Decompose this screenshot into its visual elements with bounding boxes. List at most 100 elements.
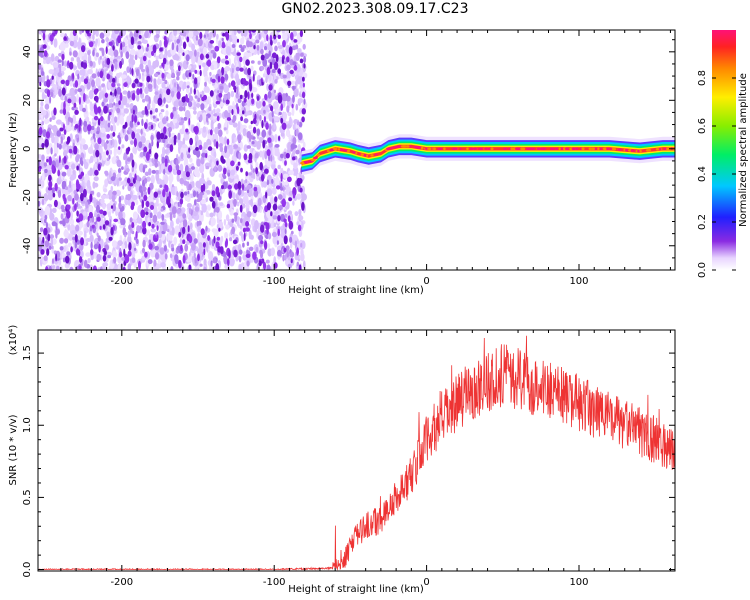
noise-blob-light [136, 93, 140, 102]
noise-blob-dark [144, 122, 148, 130]
noise-blob-mid [236, 86, 239, 95]
noise-blob-light [150, 228, 157, 233]
noise-blob-light [224, 65, 230, 72]
band-texture [439, 147, 443, 151]
noise-blob-mid [144, 171, 150, 176]
band-texture [454, 147, 458, 151]
noise-blob-mid [123, 155, 126, 161]
noise-blob-mid [127, 90, 131, 99]
noise-blob-dark [290, 258, 293, 264]
noise-blob-light [45, 97, 51, 106]
noise-blob-dark [261, 120, 264, 129]
noise-blob-dark [47, 233, 51, 242]
noise-blob-light [270, 247, 275, 256]
noise-blob-mid [235, 66, 240, 72]
band-texture [421, 146, 424, 150]
noise-blob-light [53, 146, 59, 155]
noise-blob-mid [103, 98, 109, 103]
noise-blob-dark [255, 167, 258, 175]
noise-blob-light [232, 134, 235, 144]
noise-blob-mid [64, 186, 69, 190]
noise-blob-mid [61, 171, 67, 177]
noise-blob-mid [83, 124, 88, 133]
noise-blob-dark [63, 129, 67, 135]
snr-xtick-label: 100 [569, 577, 588, 588]
noise-blob-dark [131, 92, 136, 101]
noise-blob-mid [194, 199, 197, 206]
noise-blob-light [153, 205, 158, 216]
noise-blob-mid [63, 238, 69, 244]
noise-blob-light [100, 133, 106, 138]
noise-blob-light [72, 169, 76, 175]
noise-blob-light [245, 111, 250, 116]
noise-blob-dark [46, 89, 51, 98]
noise-blob-mid [245, 178, 248, 184]
noise-blob-dark [228, 249, 231, 259]
noise-blob-dark [136, 88, 141, 96]
noise-blob-dark [283, 235, 288, 245]
noise-blob-mid [41, 198, 45, 206]
noise-blob-light [234, 136, 238, 143]
snr-multiplier: (x10⁴) [8, 325, 19, 356]
noise-blob-mid [142, 166, 146, 174]
noise-blob-dark [168, 191, 172, 200]
noise-blob-mid [51, 245, 54, 250]
noise-blob-dark [293, 65, 298, 71]
noise-blob-light [213, 228, 219, 237]
noise-blob-light [95, 30, 99, 37]
noise-blob-light [200, 198, 207, 205]
noise-blob-dark [188, 72, 192, 77]
noise-blob-dark [108, 41, 113, 46]
noise-blob-dark [287, 215, 291, 223]
noise-blob-mid [107, 113, 111, 122]
noise-blob-mid [77, 88, 83, 93]
noise-blob-mid [96, 204, 100, 213]
noise-blob-light [89, 158, 92, 164]
noise-blob-light [77, 41, 81, 50]
noise-blob-light [220, 235, 224, 243]
noise-blob-mid [183, 106, 186, 112]
noise-blob-light [105, 194, 110, 199]
noise-blob-light [291, 107, 295, 116]
noise-blob-light [262, 181, 268, 188]
noise-blob-mid [49, 117, 52, 122]
noise-blob-mid [115, 103, 120, 107]
noise-blob-light [110, 185, 114, 192]
noise-blob-mid [187, 190, 190, 195]
noise-blob-light [93, 157, 98, 163]
snr-xtick-label: -200 [110, 577, 133, 588]
noise-blob-light [283, 173, 289, 179]
noise-blob-dark [220, 155, 224, 163]
noise-blob-dark [82, 188, 87, 198]
noise-blob-light [103, 188, 108, 193]
noise-blob-mid [194, 49, 197, 57]
noise-blob-dark [193, 126, 199, 133]
signal-band [300, 134, 675, 176]
noise-blob-dark [226, 138, 230, 146]
noise-blob-dark [122, 124, 127, 129]
band-texture [366, 154, 369, 157]
noise-blob-dark [102, 224, 106, 230]
noise-blob-mid [149, 212, 153, 219]
noise-blob-dark [289, 69, 294, 75]
noise-blob-light [60, 101, 64, 112]
noise-blob-mid [42, 129, 47, 138]
noise-blob-mid [240, 47, 245, 53]
noise-blob-mid [96, 201, 101, 207]
noise-blob-mid [273, 89, 276, 94]
noise-blob-dark [231, 109, 234, 115]
noise-blob-dark [261, 81, 264, 86]
noise-blob-dark [264, 240, 268, 250]
band-texture [390, 146, 394, 150]
noise-blob-light [105, 36, 110, 43]
noise-blob-dark [97, 137, 102, 145]
noise-blob-light [115, 207, 120, 212]
noise-blob-dark [299, 187, 303, 193]
noise-blob-dark [214, 45, 220, 52]
noise-blob-light [196, 51, 200, 56]
noise-blob-mid [248, 246, 254, 251]
noise-blob-light [191, 43, 196, 52]
noise-blob-light [167, 137, 171, 142]
noise-blob-light [259, 41, 264, 51]
noise-blob-dark [265, 122, 269, 130]
